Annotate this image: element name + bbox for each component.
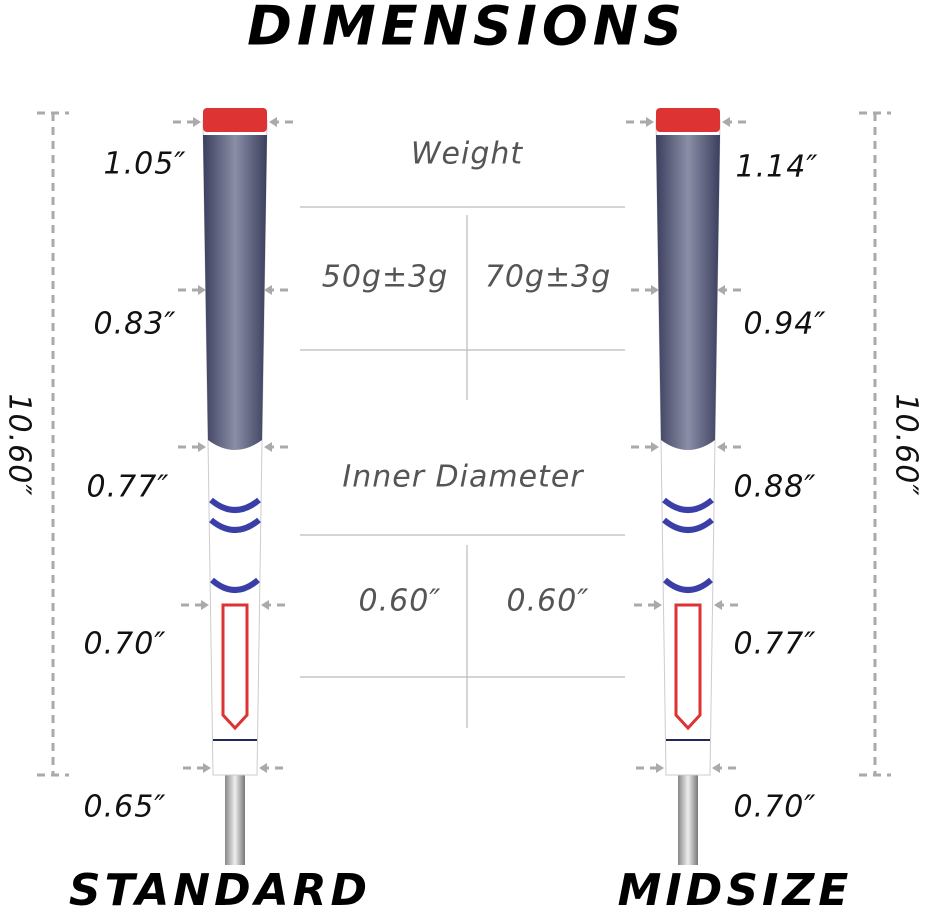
inner-header: Inner Diameter <box>342 460 584 495</box>
length-label: 10.60″ <box>2 393 37 496</box>
title: DIMENSIONS <box>247 0 687 58</box>
grip-name: MIDSIZE <box>618 865 853 916</box>
standard-grip <box>203 108 267 865</box>
grip-name: STANDARD <box>69 865 371 916</box>
diameter-label: 0.77″ <box>86 470 169 505</box>
length-label: 10.60″ <box>889 393 924 496</box>
weight-header: Weight <box>411 137 524 172</box>
length-bracket <box>859 111 891 777</box>
midsize-grip <box>656 108 720 865</box>
diameter-label: 0.70″ <box>83 627 166 662</box>
inner-midsize: 0.60″ <box>506 584 589 619</box>
diameter-label: 0.77″ <box>733 627 816 662</box>
diameter-label: 0.70″ <box>733 790 816 825</box>
diameter-label: 1.14″ <box>735 150 818 185</box>
weight-midsize: 70g±3g <box>485 260 611 295</box>
inner-standard: 0.60″ <box>358 584 441 619</box>
diameter-label: 0.88″ <box>733 470 816 505</box>
length-bracket <box>37 111 69 777</box>
diameter-label: 0.65″ <box>83 790 166 825</box>
diameter-label: 1.05″ <box>103 147 186 182</box>
diameter-label: 0.94″ <box>743 307 826 342</box>
diameter-label: 0.83″ <box>93 307 176 342</box>
weight-standard: 50g±3g <box>322 260 448 295</box>
table-lines <box>300 206 625 728</box>
